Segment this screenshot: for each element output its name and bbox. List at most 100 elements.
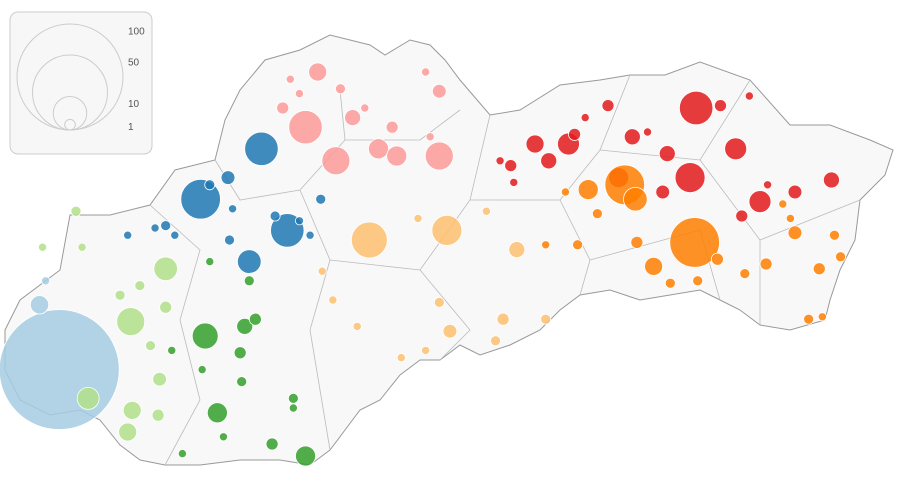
bubble — [396, 353, 406, 363]
bubble — [159, 300, 173, 314]
bubble — [285, 74, 295, 84]
bubble — [386, 145, 408, 167]
bubble — [237, 249, 262, 274]
bubble — [220, 170, 236, 185]
bubble — [601, 99, 615, 113]
bubble — [288, 403, 298, 413]
bubble — [759, 257, 773, 271]
bubble — [360, 103, 370, 113]
bubble — [150, 223, 160, 233]
bubble — [206, 402, 228, 424]
bubble — [829, 229, 840, 241]
bubble — [287, 392, 299, 404]
bubble — [591, 208, 603, 220]
bubble — [295, 445, 316, 467]
bubble — [508, 241, 526, 259]
bubble — [540, 313, 552, 325]
bubble — [748, 190, 772, 213]
bubble — [177, 449, 187, 459]
bubble — [421, 67, 431, 77]
bubble — [145, 340, 156, 352]
bubble — [496, 312, 510, 326]
bubble — [0, 309, 120, 430]
legend-label: 50 — [128, 58, 140, 69]
bubble — [785, 213, 795, 223]
bubble — [152, 371, 167, 387]
bubble — [572, 239, 584, 251]
bubble — [294, 89, 304, 99]
bubble — [692, 275, 704, 287]
bubble — [335, 83, 346, 95]
bubbles — [0, 62, 846, 467]
bubble — [541, 240, 551, 250]
bubble — [305, 230, 315, 240]
bubble — [350, 221, 388, 259]
bubble — [41, 276, 51, 286]
bubble — [191, 322, 219, 350]
bubble — [160, 220, 172, 232]
bubble — [744, 91, 754, 101]
bubble — [835, 251, 846, 263]
bubble — [167, 345, 177, 355]
bubble — [504, 159, 518, 173]
bubble — [134, 280, 146, 292]
bubble — [244, 131, 279, 166]
bubble — [228, 204, 238, 214]
bubble — [170, 230, 180, 240]
bubble — [763, 180, 773, 190]
bubble — [787, 184, 803, 200]
bubble — [197, 365, 207, 375]
bubble — [623, 186, 648, 212]
bubble — [413, 213, 423, 223]
legend: 100 50 10 1 — [9, 11, 153, 155]
bubble — [623, 128, 641, 146]
bubble — [276, 101, 290, 115]
bubble — [823, 171, 840, 189]
legend-label: 100 — [128, 27, 145, 38]
bubble — [424, 141, 454, 171]
bubble — [368, 138, 389, 160]
bubble — [352, 321, 362, 331]
bubble — [674, 162, 706, 193]
legend-label: 10 — [128, 99, 140, 110]
bubble — [431, 83, 447, 99]
bubble — [236, 317, 254, 335]
bubble — [288, 110, 323, 145]
bubble — [122, 400, 142, 420]
bubble — [233, 346, 247, 360]
bubble — [442, 323, 458, 339]
bubble — [321, 146, 351, 176]
bubble — [114, 289, 126, 301]
bubble — [205, 257, 215, 267]
bubble — [151, 408, 165, 422]
bubble — [630, 235, 644, 249]
bubble — [218, 432, 228, 442]
bubble — [568, 127, 582, 141]
bubble — [308, 62, 328, 82]
bubble — [431, 215, 463, 246]
bubble — [490, 335, 501, 347]
bubble — [294, 216, 304, 226]
bubble — [481, 206, 491, 216]
legend-label: 1 — [128, 122, 134, 133]
bubble — [803, 313, 815, 325]
bubble — [29, 295, 50, 315]
bubble — [724, 137, 748, 161]
bubble — [425, 132, 435, 142]
bubble — [236, 376, 248, 388]
bubble — [669, 217, 720, 268]
bubble — [224, 234, 235, 246]
bubble — [658, 145, 676, 163]
bubble — [812, 262, 826, 276]
bubble — [204, 179, 216, 191]
bubble — [70, 205, 82, 217]
bubble — [77, 242, 87, 252]
bubble — [123, 230, 133, 240]
bubble — [643, 127, 653, 137]
bubble — [344, 109, 362, 127]
bubble — [421, 345, 431, 355]
bubble — [495, 156, 505, 166]
bubble — [739, 268, 751, 280]
